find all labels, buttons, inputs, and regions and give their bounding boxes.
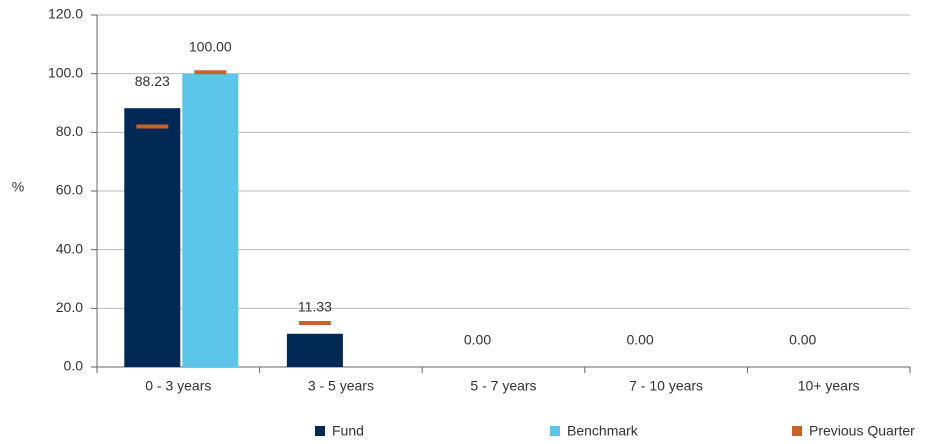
value-label: 0.00 [789, 332, 816, 348]
legend-label: Fund [332, 423, 364, 439]
y-tick-label: 0.0 [64, 358, 84, 374]
y-tick-label: 80.0 [56, 123, 83, 139]
value-label: 88.23 [135, 73, 170, 89]
x-tick-label: 7 - 10 years [629, 378, 703, 394]
bar [286, 333, 343, 367]
y-tick-label: 120.0 [48, 6, 83, 22]
y-tick-label: 20.0 [56, 299, 83, 315]
legend-label: Benchmark [567, 423, 639, 439]
y-axis-label: % [12, 179, 24, 195]
x-tick-label: 5 - 7 years [470, 378, 536, 394]
bar [124, 108, 181, 367]
legend-swatch [792, 426, 802, 436]
legend-swatch [550, 426, 560, 436]
value-label: 11.33 [298, 298, 332, 314]
y-tick-label: 40.0 [56, 240, 83, 256]
value-label: 100.00 [189, 38, 232, 54]
value-label: 0.00 [464, 332, 491, 348]
y-tick-label: 60.0 [56, 182, 83, 198]
y-tick-label: 100.0 [48, 64, 83, 80]
legend-label: Previous Quarter [809, 423, 915, 439]
x-tick-label: 10+ years [798, 378, 860, 394]
legend-swatch [315, 426, 325, 436]
x-tick-label: 3 - 5 years [308, 378, 374, 394]
x-tick-label: 0 - 3 years [145, 378, 211, 394]
bar [182, 73, 239, 368]
value-label: 0.00 [626, 332, 653, 348]
